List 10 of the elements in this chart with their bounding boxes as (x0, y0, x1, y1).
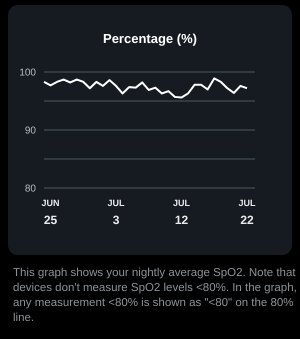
x-tick-label: JUL 12 (173, 198, 191, 227)
x-tick-label: JUN 25 (42, 198, 60, 227)
line-series (43, 77, 248, 99)
y-tick-label: 80 (24, 184, 36, 195)
text: This graph shows your nightly average SpO2. Note that devices don't measure SpO2 levels <80%. In the graph, any measurement <80% is shown as "<80" on the 80% line. (13, 266, 297, 326)
x-tick-label: JUL 3 (108, 198, 126, 227)
x-tick-label: JUL 22 (238, 198, 256, 227)
y-tick-label: 100 (19, 68, 36, 79)
y-tick-label: 90 (24, 126, 36, 137)
chart-title: Percentage (%) (102, 31, 198, 46)
